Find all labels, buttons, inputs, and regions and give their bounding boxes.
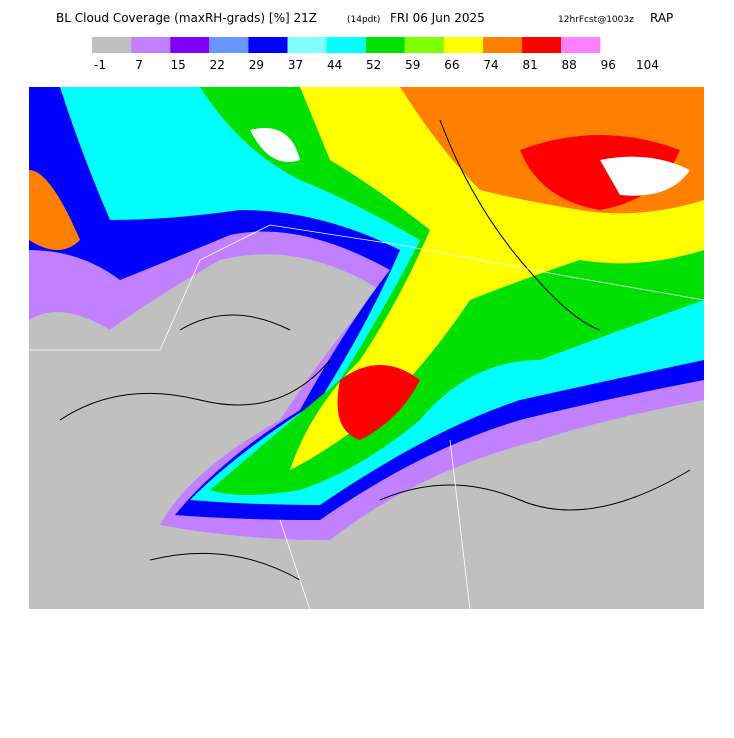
- legend-label: 66: [444, 58, 459, 72]
- legend-swatch: [404, 37, 444, 53]
- legend-swatch: [443, 37, 483, 53]
- legend-label: 44: [327, 58, 342, 72]
- legend-label: -1: [94, 58, 106, 72]
- legend-swatch: [209, 37, 249, 53]
- legend-swatch: [483, 37, 523, 53]
- local-time: (14pdt): [347, 15, 380, 25]
- legend-label: 22: [210, 58, 225, 72]
- legend-swatch: [365, 37, 405, 53]
- legend-swatch: [522, 37, 562, 53]
- model: RAP: [650, 11, 673, 25]
- legend-label: 15: [171, 58, 186, 72]
- legend-label: 74: [483, 58, 498, 72]
- legend-swatch: [248, 37, 288, 53]
- legend-label: 37: [288, 58, 303, 72]
- legend-label: 104: [636, 58, 659, 72]
- legend-swatch: [326, 37, 366, 53]
- date: FRI 06 Jun 2025: [390, 11, 485, 25]
- title: BL Cloud Coverage (maxRH-grads) [%] 21Z: [56, 11, 317, 25]
- legend-swatch: [287, 37, 327, 53]
- legend-label: 59: [405, 58, 420, 72]
- legend-label: 52: [366, 58, 381, 72]
- legend: -1 7 15 22 29 37 44 52 59 66 74 81 88 96 104: [92, 37, 659, 72]
- map: [29, 87, 704, 609]
- legend-label: 96: [601, 58, 616, 72]
- legend-label: 7: [135, 58, 143, 72]
- forecast: 12hrFcst@1003z: [558, 15, 634, 25]
- legend-label: 29: [249, 58, 264, 72]
- legend-label: 88: [562, 58, 577, 72]
- legend-label: 81: [522, 58, 537, 72]
- legend-swatch: [561, 37, 601, 53]
- legend-swatch: [170, 37, 210, 53]
- legend-swatch: [92, 37, 132, 53]
- legend-swatch: [131, 37, 171, 53]
